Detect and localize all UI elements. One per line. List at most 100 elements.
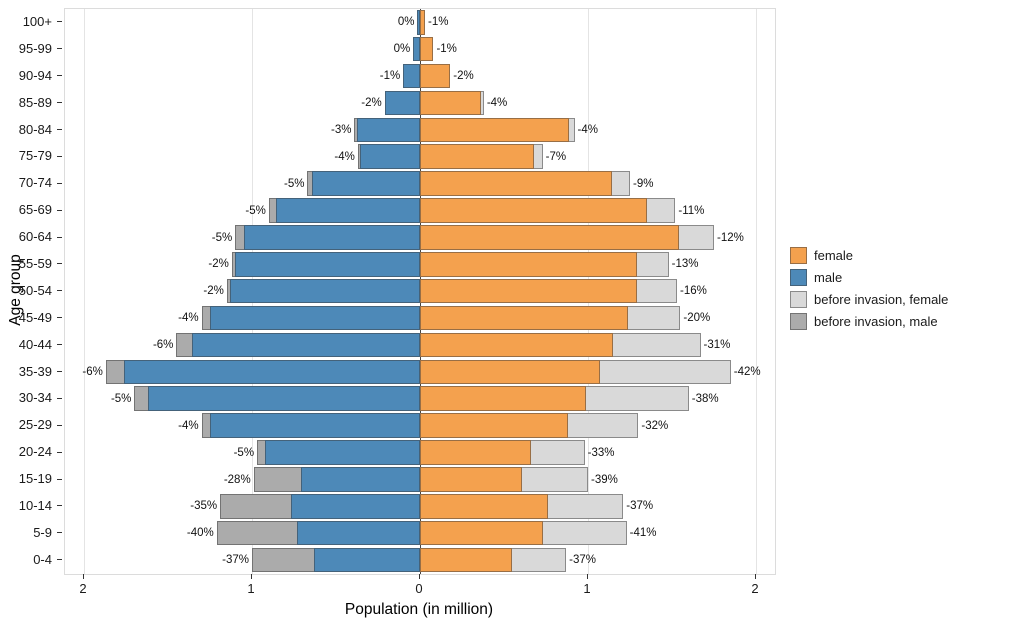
y-axis-labels: 100+ 95-99 90-94 85-89 80-84 75-79 70-74 65-69 6… [0, 8, 63, 573]
female-change-label: -1% [436, 43, 457, 56]
male-change-label: -37% [222, 554, 249, 567]
female-change-label: -11% [678, 204, 705, 217]
male-change-label: -35% [190, 500, 218, 513]
bar-male [265, 440, 420, 465]
legend-key-before-invasion-female [790, 291, 807, 308]
pyramid-row: -1% -2% [65, 63, 775, 90]
y-tick-label: 20-24 [0, 438, 63, 465]
pyramid-row: 0% -1% [65, 36, 775, 63]
x-tick-mark [251, 574, 252, 579]
male-change-label: -4% [178, 312, 199, 325]
bar-male [300, 467, 420, 492]
pyramid-row: -3% -4% [65, 117, 775, 144]
bar-female [420, 144, 535, 169]
male-change-label: -5% [110, 392, 132, 405]
bar-male [290, 494, 420, 519]
male-change-label: -4% [334, 150, 355, 163]
y-tick-label: 100+ [0, 8, 63, 35]
bar-male [230, 278, 420, 304]
bar-male [403, 63, 420, 89]
y-tick-label: 50-54 [0, 277, 63, 304]
pyramid-row: -6% -31% [65, 332, 775, 359]
male-change-label: 0% [393, 43, 411, 56]
bar-female [420, 10, 426, 35]
x-tick-mark [755, 574, 756, 579]
legend-label: male [814, 270, 843, 285]
male-change-label: -6% [82, 366, 103, 379]
x-tick-mark [587, 574, 588, 579]
bar-male [124, 359, 420, 385]
x-axis-title: Population (in million) [344, 601, 494, 618]
female-change-label: -31% [703, 339, 731, 352]
pyramid-row: -5% -12% [65, 224, 775, 251]
pyramid-row: -4% -7% [65, 143, 775, 170]
legend-label: before invasion, female [814, 292, 949, 307]
bar-female [420, 117, 569, 143]
pyramid-row: -5% -33% [65, 439, 775, 466]
pyramid-row: -5% -9% [65, 170, 775, 197]
female-change-label: -37% [569, 554, 597, 567]
y-tick-label: 55-59 [0, 250, 63, 277]
y-tick-label: 65-69 [0, 196, 63, 223]
bar-female [420, 225, 679, 250]
legend-key-before-invasion-male [790, 313, 807, 330]
female-change-label: -16% [680, 285, 707, 298]
male-change-label: -2% [203, 285, 224, 298]
bars-layer: 0% -1% 0% -1% -1% -2% -2% -4% -3% -4% -4% -7% -5% -9%… [65, 9, 775, 574]
legend-key-male [790, 269, 807, 286]
male-change-label: -5% [284, 177, 305, 190]
male-change-label: 0% [397, 16, 415, 29]
bar-female [420, 90, 482, 116]
female-change-label: -1% [428, 16, 449, 29]
male-change-label: -3% [331, 124, 352, 136]
bar-female [420, 386, 587, 411]
bar-male [235, 252, 420, 277]
female-change-label: -42% [733, 366, 761, 379]
bar-male [417, 10, 420, 35]
male-change-label: -5% [245, 204, 266, 217]
bar-male [360, 144, 420, 169]
legend-item-female: female [790, 247, 948, 264]
bar-male [312, 171, 420, 196]
legend-item-before-invasion-female: before invasion, female [790, 291, 948, 308]
y-tick-label: 95-99 [0, 35, 63, 62]
legend-key-female [790, 247, 807, 264]
bar-female [420, 36, 434, 62]
pyramid-row: -2% -4% [65, 90, 775, 117]
pyramid-row: -37% -37% [65, 547, 775, 574]
bar-male [191, 332, 420, 358]
bar-female [420, 520, 543, 546]
x-tick-mark [419, 574, 420, 579]
pyramid-row: -2% -13% [65, 251, 775, 278]
male-change-label: -28% [223, 473, 251, 486]
pyramid-row: -6% -42% [65, 359, 775, 386]
pyramid-row: -40% -41% [65, 520, 775, 547]
bar-female [420, 440, 531, 465]
y-tick-label: 90-94 [0, 62, 63, 89]
bar-male [276, 198, 420, 223]
bar-male [244, 225, 420, 250]
x-axis-labels: 2 1 0 1 2 [64, 574, 774, 598]
y-tick-label: 35-39 [0, 358, 63, 385]
pyramid-row: -4% -32% [65, 412, 775, 439]
x-tick-label: 0 [415, 581, 423, 596]
y-tick-label: 45-49 [0, 304, 63, 331]
female-change-label: -12% [717, 231, 744, 244]
female-change-label: -7% [545, 150, 567, 163]
y-tick-label: 30-34 [0, 384, 63, 411]
female-change-label: -4% [577, 124, 598, 136]
y-tick-label: 40-44 [0, 331, 63, 358]
bar-female [420, 359, 600, 385]
legend-item-before-invasion-male: before invasion, male [790, 313, 948, 330]
female-change-label: -9% [633, 177, 654, 190]
y-tick-label: 15-19 [0, 465, 63, 492]
y-tick-label: 60-64 [0, 223, 63, 250]
female-change-label: -13% [671, 258, 699, 271]
bar-male [210, 413, 420, 438]
male-change-label: -4% [178, 419, 199, 432]
plot-panel: 0% -1% 0% -1% -1% -2% -2% -4% -3% -4% -4% -7% -5% -9%… [64, 8, 776, 575]
x-tick-mark [83, 574, 84, 579]
bar-female [420, 467, 523, 492]
bar-female [420, 305, 629, 331]
